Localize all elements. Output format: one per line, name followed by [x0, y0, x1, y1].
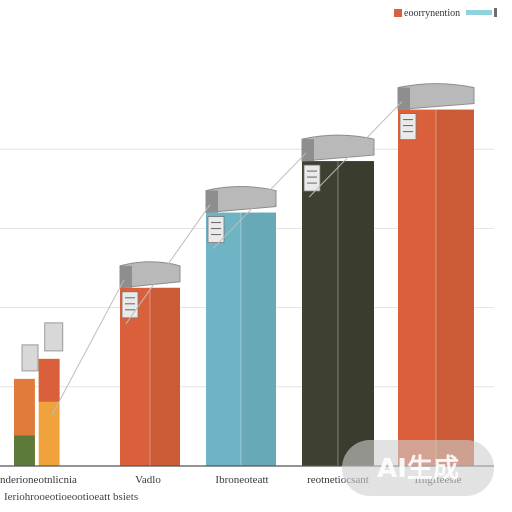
bar-cap	[205, 186, 277, 214]
bar	[206, 212, 276, 466]
bar-shade	[338, 161, 374, 466]
bar-cap-side	[302, 139, 314, 162]
device-icon	[303, 164, 321, 192]
x-tick-label: Ibroneoteatt	[215, 474, 268, 486]
bar-shade	[436, 109, 474, 466]
legend: eoorrynention	[394, 8, 497, 19]
watermark-pill	[342, 440, 494, 496]
bar-group	[397, 83, 475, 466]
bar-group	[14, 322, 64, 466]
bar	[398, 109, 474, 466]
bottom-note: Ieriohrooeotioeootioeatt bsiets	[4, 491, 138, 503]
legend-line-a	[466, 10, 492, 15]
device-icon	[121, 291, 139, 319]
bar-group	[205, 186, 277, 466]
trend-connector	[212, 152, 307, 249]
trend-connector	[125, 204, 211, 325]
bar-cap-block	[21, 344, 39, 372]
legend-line-b	[494, 8, 497, 17]
watermark: AI生成	[342, 440, 494, 496]
bar-segment	[14, 435, 35, 466]
x-tick-label: enderioneotnlicnia	[0, 474, 77, 486]
trend-connector	[51, 279, 125, 416]
bar-cap-side	[398, 87, 410, 110]
bar-cap-side	[206, 190, 218, 213]
bar-cap-block	[44, 322, 64, 352]
device-icon	[399, 113, 417, 140]
bar-cap	[301, 134, 375, 162]
bar-shade	[241, 212, 276, 466]
device-icon	[207, 216, 225, 243]
x-tick-label: Vadlo	[135, 474, 161, 486]
bar-segment	[38, 358, 60, 402]
bar-group	[301, 134, 375, 466]
bar-group	[119, 261, 181, 466]
bar-cap	[397, 83, 475, 111]
bar-shade	[150, 287, 180, 466]
bars	[14, 83, 475, 466]
watermark-label: AI生成	[377, 454, 459, 484]
legend-label: eoorrynention	[404, 8, 460, 19]
trend-connector	[308, 101, 403, 198]
legend-swatch	[394, 9, 402, 17]
bar	[302, 161, 374, 466]
